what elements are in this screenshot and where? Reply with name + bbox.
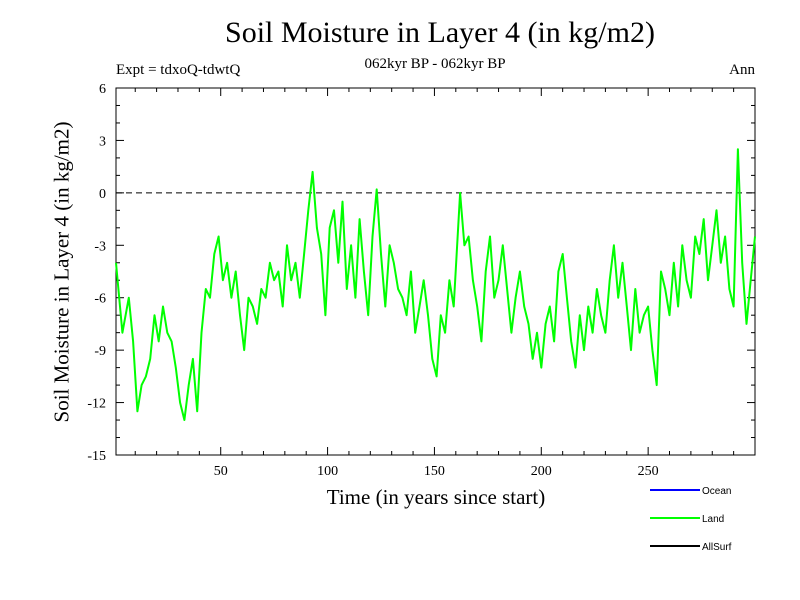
- legend: Ocean Land AllSurf: [650, 486, 732, 553]
- legend-label-allsurf: AllSurf: [702, 542, 732, 553]
- series-layer: [115, 148, 756, 421]
- chart-title: Soil Moisture in Layer 4 (in kg/m2): [225, 16, 655, 49]
- chart-subtitle: 062kyr BP - 062kyr BP: [364, 56, 506, 72]
- y-tick-label: 0: [99, 187, 106, 202]
- y-tick-label: -15: [87, 449, 106, 464]
- x-tick-label: 200: [531, 464, 552, 479]
- x-axis-label: Time (in years since start): [326, 485, 546, 509]
- axis-ticks: 6 3 0 -3 -6 -9 -12 -15 50 100 150 200 250: [87, 82, 755, 479]
- x-tick-label: 50: [214, 464, 228, 479]
- y-tick-label: -3: [94, 239, 106, 254]
- legend-label-land: Land: [702, 514, 724, 525]
- y-tick-label: -9: [94, 344, 106, 359]
- x-tick-label: 100: [317, 464, 338, 479]
- x-tick-label: 150: [424, 464, 445, 479]
- legend-label-ocean: Ocean: [702, 486, 731, 497]
- y-tick-label: -6: [94, 292, 106, 307]
- y-tick-label: 6: [99, 82, 106, 97]
- series-line-land: [115, 148, 756, 421]
- y-tick-label: 3: [99, 134, 106, 149]
- experiment-label: Expt = tdxoQ-tdwtQ: [116, 62, 241, 78]
- x-tick-label: 250: [638, 464, 659, 479]
- season-label: Ann: [729, 62, 755, 78]
- y-tick-label: -12: [87, 397, 106, 412]
